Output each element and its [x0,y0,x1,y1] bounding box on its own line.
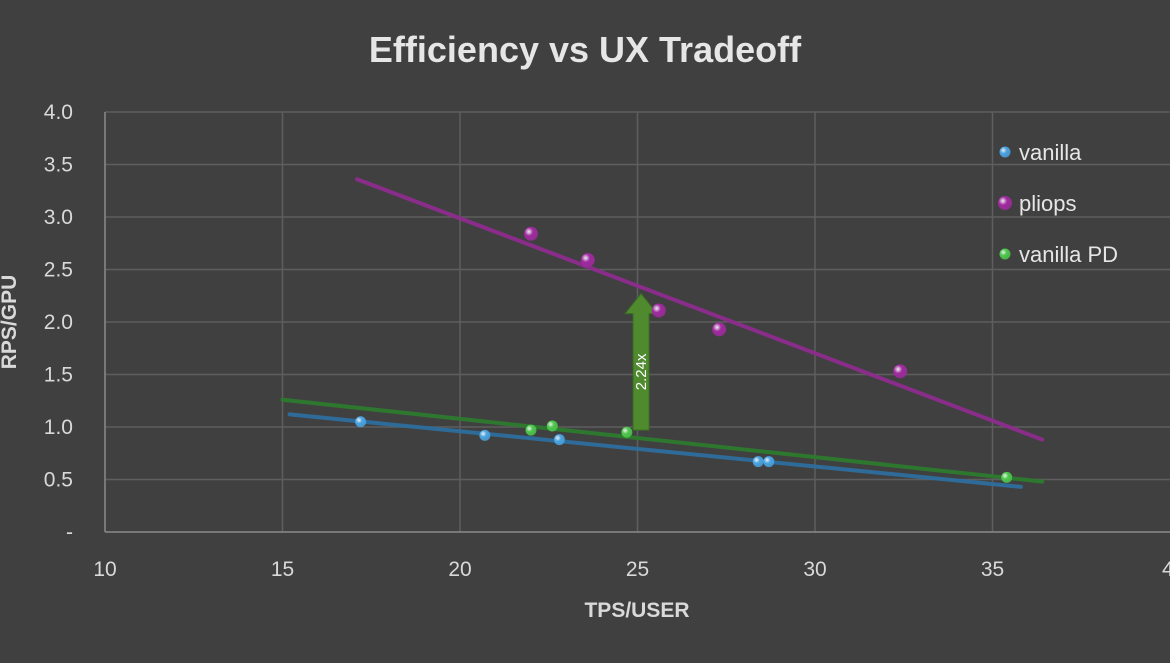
legend-marker [999,248,1011,260]
ratio-arrow [624,292,659,431]
y-tick-label: 1.0 [44,416,73,439]
data-point-vanilla [479,429,491,441]
data-point-vanilla-PD [1001,471,1013,483]
y-tick-label: 3.0 [44,206,73,229]
trendline-pliops [355,177,1045,442]
legend-label: vanilla PD [1019,242,1118,267]
x-tick-label: 20 [448,558,471,581]
y-tick-label: 4.0 [44,101,73,124]
legend-label: pliops [1019,191,1076,216]
data-point-vanilla [752,456,764,468]
grid [105,111,1170,532]
y-tick-label: - [66,521,73,544]
data-point-pliops [712,322,727,337]
data-point-vanilla-PD [546,420,558,432]
data-point-vanilla-PD [621,426,633,438]
trendline-vanilla-PD [280,397,1045,484]
x-tick-label: 35 [981,558,1004,581]
y-tick-label: 2.0 [44,311,73,334]
x-axis-label: TPS/USER [584,599,689,622]
x-tick-label: 10 [93,558,116,581]
x-tick-label: 15 [271,558,294,581]
y-tick-label: 2.5 [44,259,73,282]
data-point-pliops [524,226,538,241]
data-point-pliops [580,253,595,268]
data-point-vanilla [553,434,565,446]
trendline-vanilla [287,412,1023,489]
legend-label: vanilla [1019,140,1082,165]
data-point-vanilla [355,416,367,428]
legend-marker [998,196,1012,210]
y-tick-label: 3.5 [44,154,73,177]
data-point-pliops [651,303,666,318]
x-tick-label: 25 [626,558,649,581]
y-tick-label: 0.5 [44,469,73,492]
y-tick-label: 1.5 [44,364,73,387]
ratio-label: 2.24x [633,353,650,390]
axes: - 0.5 1.0 1.5 2.0 2.5 3.0 3.5 4.0 10 15 20 25 30 35 4 [44,101,1170,581]
legend-marker [999,146,1011,158]
legend: vanilla pliops vanilla PD [998,140,1118,267]
annotations: 2.24x [624,292,659,431]
x-tick-label: 4 [1162,558,1170,581]
data-point-vanilla-PD [525,424,537,436]
data-point-vanilla [763,456,775,468]
chart-title: Efficiency vs UX Tradeoff [369,29,802,70]
data-point-pliops [893,364,908,379]
y-axis-label: RPS/GPU [0,275,21,370]
trendlines [280,177,1045,489]
x-tick-label: 30 [803,558,826,581]
data-points [355,226,1013,483]
